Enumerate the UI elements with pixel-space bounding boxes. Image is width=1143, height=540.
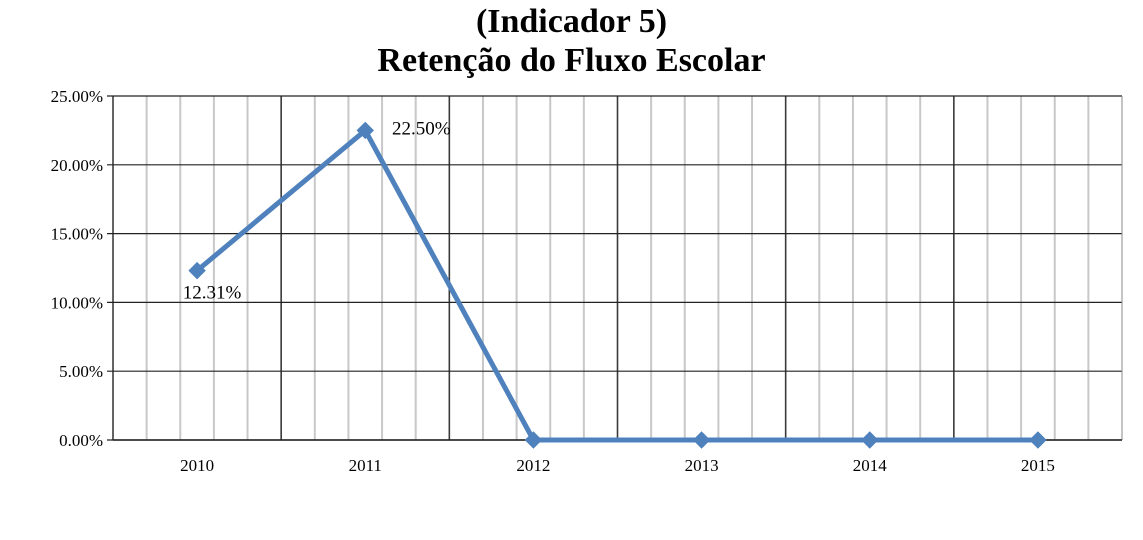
series-line-path	[195, 127, 1038, 443]
data-point-marker	[524, 431, 543, 449]
data-point-marker	[861, 431, 879, 449]
x-tick-label: 2011	[349, 456, 382, 475]
data-point-marker	[1029, 431, 1047, 449]
y-tick-label: 25.00%	[51, 87, 103, 106]
x-tick-labels: 2010 2011 2012 2013 2014 2015	[180, 456, 1055, 475]
data-point-marker	[188, 261, 206, 280]
data-labels: 12.31% 22.50%	[183, 118, 451, 303]
data-point-marker	[356, 121, 374, 140]
y-tick-labels: 0.00% 5.00% 10.00% 15.00% 20.00% 25.00%	[51, 87, 103, 450]
data-markers	[188, 121, 1047, 449]
data-point-marker	[692, 431, 711, 449]
x-tick-label: 2014	[853, 456, 888, 475]
y-tick-label: 0.00%	[59, 431, 103, 450]
x-tick-label: 2013	[685, 456, 719, 475]
chart-title-line2: Retenção do Fluxo Escolar	[377, 42, 766, 79]
x-tick-label: 2012	[516, 456, 550, 475]
x-tick-label: 2010	[180, 456, 214, 475]
y-tick-label: 10.00%	[51, 293, 103, 312]
y-tick-label: 5.00%	[59, 362, 103, 381]
data-label: 12.31%	[183, 283, 242, 304]
data-label: 22.50%	[392, 118, 451, 139]
y-tick-label: 20.00%	[51, 156, 103, 175]
chart-title-line1: (Indicador 5)	[475, 3, 668, 40]
series-line	[195, 127, 1038, 443]
major-gridlines	[107, 95, 1122, 441]
y-tick-label: 15.00%	[51, 225, 103, 244]
x-tick-label: 2015	[1021, 456, 1055, 475]
minor-gridlines	[145, 96, 1090, 440]
